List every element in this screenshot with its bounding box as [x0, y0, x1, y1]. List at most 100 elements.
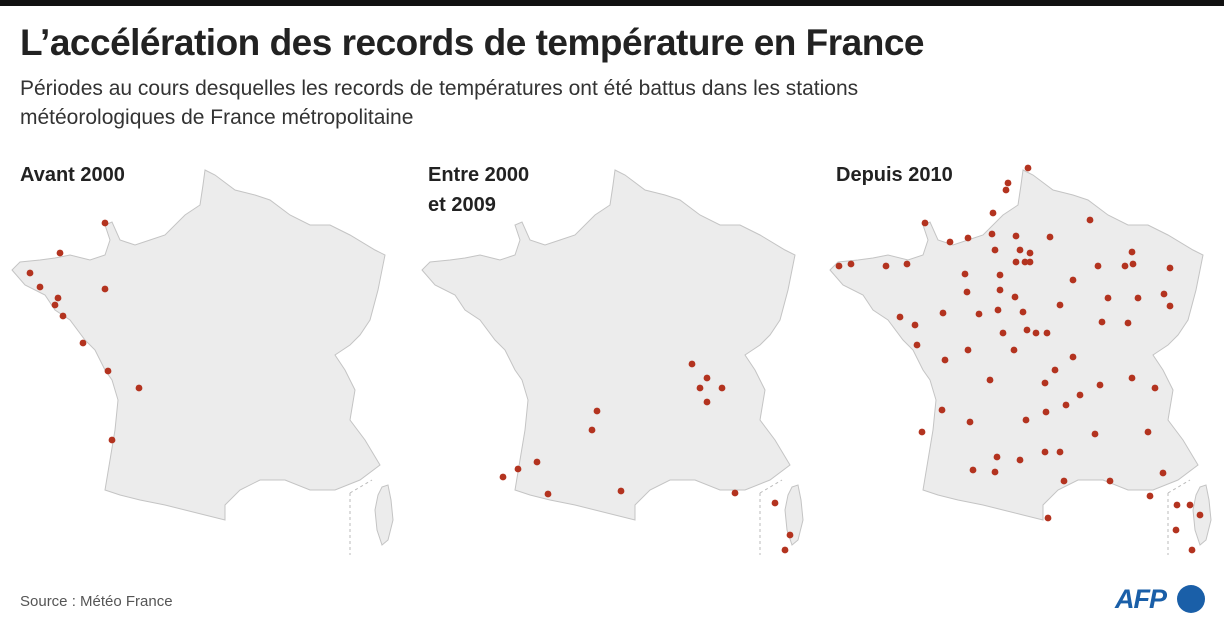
station-dot [1046, 233, 1054, 241]
station-dot [946, 238, 954, 246]
station-dot [939, 309, 947, 317]
station-dot [996, 271, 1004, 279]
station-dot [1012, 232, 1020, 240]
station-dot [1062, 401, 1070, 409]
station-dot [1056, 448, 1064, 456]
logo-dot [1177, 585, 1205, 613]
station-dot [593, 407, 601, 415]
station-dot [1166, 264, 1174, 272]
station-dot [999, 329, 1007, 337]
station-dot [996, 286, 1004, 294]
station-dot [1146, 492, 1154, 500]
station-dot [1026, 249, 1034, 257]
station-dot [964, 346, 972, 354]
station-dot [514, 465, 522, 473]
station-dot [1041, 379, 1049, 387]
station-dot [988, 230, 996, 238]
station-dot [991, 246, 999, 254]
station-dot [1022, 416, 1030, 424]
station-dot [896, 313, 904, 321]
station-dot [1041, 448, 1049, 456]
station-dot [847, 260, 855, 268]
station-dot [731, 489, 739, 497]
panel-title: Avant 2000 [20, 164, 125, 186]
station-dot [1023, 326, 1031, 334]
station-dot [1019, 308, 1027, 316]
station-dot [964, 234, 972, 242]
station-dot [771, 499, 779, 507]
station-dot [1186, 501, 1194, 509]
station-dot [1129, 260, 1137, 268]
station-dot [696, 384, 704, 392]
station-dot [941, 356, 949, 364]
station-dot [1026, 258, 1034, 266]
station-dot [108, 436, 116, 444]
title: L’accélération des records de températur… [20, 22, 925, 63]
station-dot [1104, 294, 1112, 302]
station-dot [882, 262, 890, 270]
station-dot [718, 384, 726, 392]
station-dot [786, 531, 794, 539]
station-dot [26, 269, 34, 277]
station-dot [59, 312, 67, 320]
station-dot [1096, 381, 1104, 389]
station-dot [617, 487, 625, 495]
station-dot [1060, 477, 1068, 485]
subtitle: Périodes au cours desquelles les records… [20, 77, 859, 129]
station-dot [533, 458, 541, 466]
station-dot [101, 285, 109, 293]
station-dot [1056, 301, 1064, 309]
panel-title: Entre 2000 [428, 164, 529, 186]
station-dot [54, 294, 62, 302]
station-dot [1012, 258, 1020, 266]
station-dot [994, 306, 1002, 314]
station-dot [781, 546, 789, 554]
logo-text: AFP [1115, 584, 1167, 614]
station-dot [36, 283, 44, 291]
station-dot [703, 374, 711, 382]
station-dot [101, 219, 109, 227]
station-dot [835, 262, 843, 270]
map-outline [829, 169, 1212, 556]
station-dot [1144, 428, 1152, 436]
station-dot [1021, 258, 1029, 266]
station-dot [1160, 290, 1168, 298]
station-dot [1032, 329, 1040, 337]
station-dot [688, 360, 696, 368]
station-dot [1151, 384, 1159, 392]
panel-title: Depuis 2010 [836, 164, 953, 186]
station-dot [135, 384, 143, 392]
station-dot [56, 249, 64, 257]
station-dot [938, 406, 946, 414]
station-dot [913, 341, 921, 349]
station-dot [993, 453, 1001, 461]
station-dot [1128, 374, 1136, 382]
station-dot [1172, 526, 1180, 534]
station-dot [1173, 501, 1181, 509]
station-dot [1002, 186, 1010, 194]
station-dot [703, 398, 711, 406]
station-dot [903, 260, 911, 268]
station-dot [1051, 366, 1059, 374]
station-dot [1121, 262, 1129, 270]
station-dot [1016, 246, 1024, 254]
station-dot [1134, 294, 1142, 302]
station-dot [1024, 164, 1032, 172]
station-dot [1188, 546, 1196, 554]
map-outline [421, 169, 804, 556]
station-dot [1196, 511, 1204, 519]
station-dot [1094, 262, 1102, 270]
station-dot [969, 466, 977, 474]
station-dot [104, 367, 112, 375]
station-dot [963, 288, 971, 296]
station-dot [1086, 216, 1094, 224]
top-bar [0, 0, 1224, 6]
station-dot [588, 426, 596, 434]
station-dot [1128, 248, 1136, 256]
station-dot [1076, 391, 1084, 399]
station-dot [921, 219, 929, 227]
station-dot [1124, 319, 1132, 327]
station-dot [1159, 469, 1167, 477]
